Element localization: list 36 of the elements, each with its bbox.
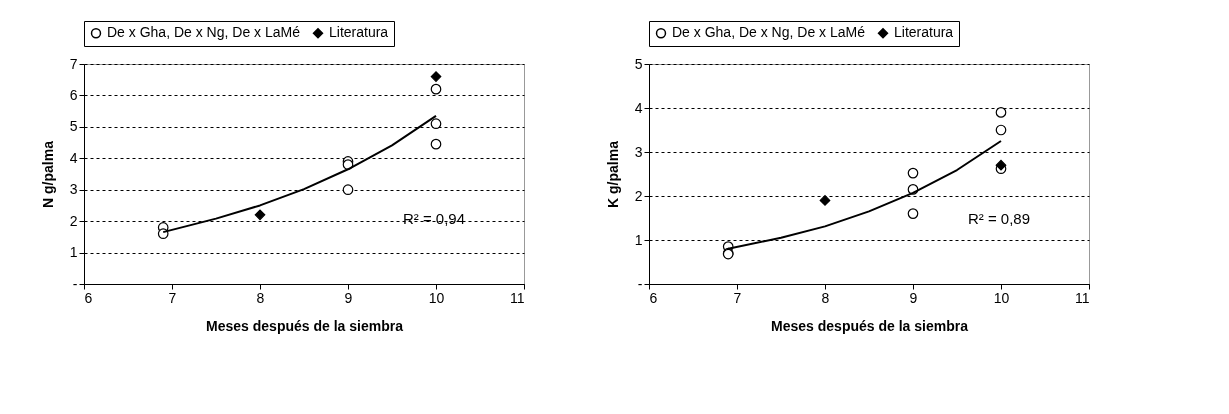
x-tick-label: 11	[1074, 289, 1090, 306]
y-tick-label: -	[72, 275, 78, 292]
y-tick-label: 5	[69, 118, 78, 135]
y-tick-label: 3	[69, 181, 78, 198]
y-axis-title: K g/palma	[604, 140, 621, 208]
y-tick-label: 4	[634, 99, 643, 116]
x-tick-label: 10	[993, 289, 1010, 306]
x-tick-label: 7	[168, 289, 177, 306]
x-axis-title: Meses después de la siembra	[206, 317, 404, 334]
y-tick-label: 3	[634, 143, 643, 160]
x-tick-label: 10	[428, 289, 445, 306]
y-tick-label: 2	[69, 212, 78, 229]
annotation: R² = 0,94	[402, 210, 466, 227]
y-tick-label: 6	[69, 86, 78, 103]
x-tick-label: 8	[821, 289, 830, 306]
x-tick-label: 11	[509, 289, 525, 306]
x-tick-label: 9	[909, 289, 918, 306]
x-tick-label: 6	[649, 289, 658, 306]
y-tick-label: 7	[69, 55, 78, 72]
legend-label: Literatura	[329, 24, 389, 41]
y-tick-label: 4	[69, 149, 78, 166]
y-tick-label: 1	[634, 231, 643, 248]
y-tick-label: 2	[634, 187, 643, 204]
y-tick-label: -	[637, 275, 643, 292]
x-tick-label: 9	[344, 289, 353, 306]
legend-label: Literatura	[894, 24, 954, 41]
legend-label: De x Gha, De x Ng, De x LaMé	[107, 24, 301, 41]
x-tick-label: 6	[84, 289, 93, 306]
annotation: R² = 0,89	[967, 210, 1031, 227]
x-tick-label: 8	[256, 289, 265, 306]
x-tick-label: 7	[733, 289, 742, 306]
y-tick-label: 1	[69, 244, 78, 261]
y-axis-title: N g/palma	[39, 140, 56, 208]
y-tick-label: 5	[634, 55, 643, 72]
x-axis-title: Meses después de la siembra	[771, 317, 969, 334]
legend-label: De x Gha, De x Ng, De x LaMé	[672, 24, 866, 41]
